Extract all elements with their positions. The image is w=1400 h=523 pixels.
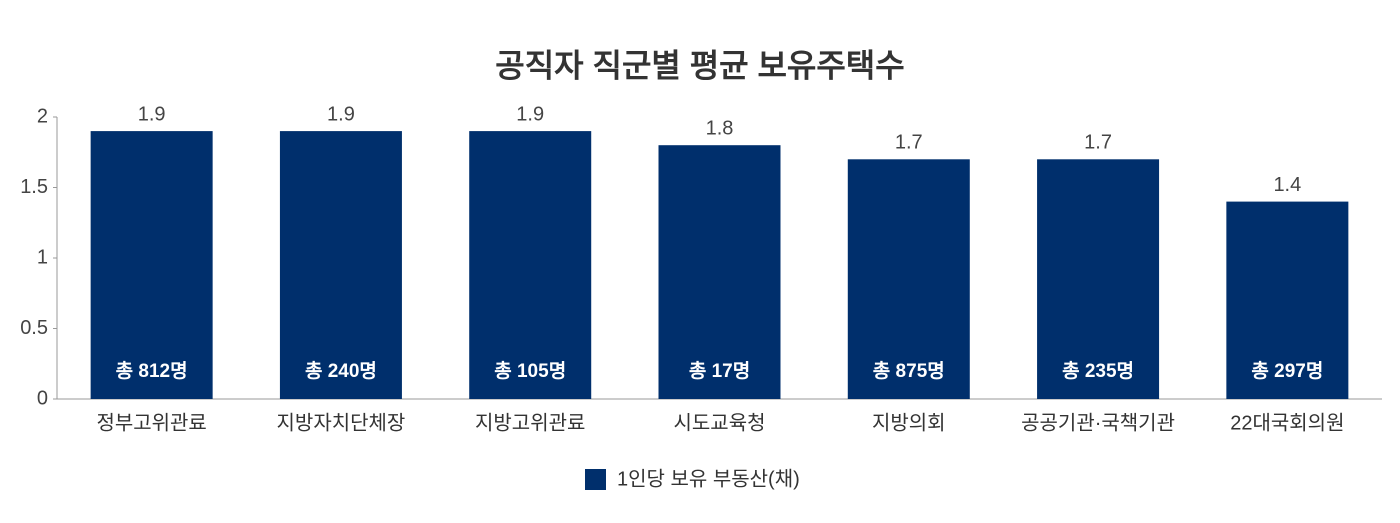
y-tick-label: 1.5	[20, 176, 48, 198]
x-tick-label: 공공기관·국책기관	[1021, 411, 1175, 434]
legend-label: 1인당 보유 부동산(채)	[617, 467, 800, 490]
x-tick-label: 지방고위관료	[475, 411, 585, 434]
x-tick-label: 22대국회의원	[1230, 411, 1344, 434]
bar	[1037, 159, 1160, 399]
bar-label: 총 297명	[1251, 360, 1323, 382]
bar-label: 총 105명	[494, 360, 566, 382]
value-label: 1.7	[1084, 132, 1112, 154]
bar	[90, 131, 213, 399]
x-tick-label: 정부고위관료	[96, 411, 206, 434]
x-tick-label: 시도교육청	[674, 411, 766, 434]
bar	[658, 145, 781, 399]
y-tick-label: 0	[37, 387, 48, 409]
x-tick-label: 지방자치단체장	[277, 411, 406, 434]
y-tick-label: 2	[37, 105, 48, 127]
bar	[847, 159, 970, 399]
value-label: 1.9	[138, 103, 166, 125]
chart-title: 공직자 직군별 평균 보유주택수	[495, 47, 904, 83]
legend-swatch	[585, 469, 606, 490]
bar	[1226, 201, 1349, 399]
value-label: 1.9	[516, 103, 544, 125]
x-tick-label: 지방의회	[872, 411, 946, 434]
bar	[469, 131, 592, 399]
y-tick-label: 1	[37, 246, 48, 268]
bar-label: 총 875명	[873, 360, 945, 382]
y-tick-label: 0.5	[20, 317, 48, 339]
value-label: 1.9	[327, 103, 355, 125]
bar-label: 총 235명	[1062, 360, 1134, 382]
bar-label: 총 812명	[116, 360, 188, 382]
bar	[279, 131, 402, 399]
bar-label: 총 240명	[305, 360, 377, 382]
value-label: 1.7	[895, 132, 923, 154]
bar-label: 총 17명	[689, 360, 750, 382]
value-label: 1.4	[1273, 174, 1301, 196]
value-label: 1.8	[706, 117, 734, 139]
